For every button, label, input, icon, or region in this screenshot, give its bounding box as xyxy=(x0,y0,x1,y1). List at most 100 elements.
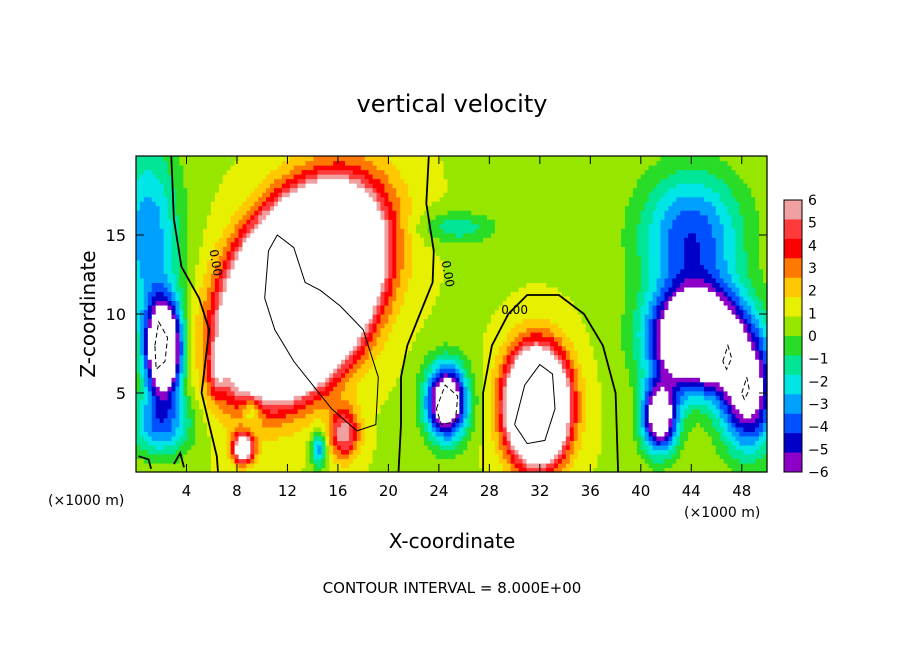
heatmap-cell xyxy=(305,192,311,198)
heatmap-cell xyxy=(238,174,244,180)
heatmap-cell xyxy=(139,341,145,347)
heatmap-cell xyxy=(352,458,358,464)
heatmap-cell xyxy=(238,363,244,369)
heatmap-cell xyxy=(246,268,251,274)
heatmap-cell xyxy=(325,264,330,270)
heatmap-cell xyxy=(226,431,232,437)
heatmap-cell xyxy=(333,309,338,315)
heatmap-cell xyxy=(179,196,184,202)
heatmap-cell xyxy=(364,187,370,193)
heatmap-cell xyxy=(214,304,220,311)
heatmap-cell xyxy=(163,404,169,410)
heatmap-cell xyxy=(206,372,212,378)
heatmap-cell xyxy=(412,304,417,311)
heatmap-cell xyxy=(345,453,350,460)
heatmap-cell xyxy=(258,444,263,451)
heatmap-cell xyxy=(246,178,251,184)
heatmap-cell xyxy=(250,404,255,410)
heatmap-cell xyxy=(396,381,401,387)
heatmap-cell xyxy=(143,277,149,283)
heatmap-cell xyxy=(151,417,157,423)
heatmap-cell xyxy=(289,210,295,216)
heatmap-cell xyxy=(396,368,401,374)
heatmap-cell xyxy=(297,291,303,297)
heatmap-cell xyxy=(309,458,315,464)
heatmap-cell xyxy=(214,422,220,428)
heatmap-cell xyxy=(408,309,413,315)
heatmap-cell xyxy=(171,422,177,428)
heatmap-cell xyxy=(317,165,322,171)
heatmap-cell xyxy=(191,295,196,302)
heatmap-cell xyxy=(159,426,165,432)
heatmap-cell xyxy=(376,169,382,175)
heatmap-cell xyxy=(214,449,220,455)
heatmap-cell xyxy=(309,453,315,460)
heatmap-cell xyxy=(218,268,224,274)
heatmap-cell xyxy=(341,205,346,211)
heatmap-cell xyxy=(408,156,413,162)
heatmap-cell xyxy=(222,237,228,243)
heatmap-cell xyxy=(277,318,283,324)
heatmap-cell xyxy=(289,228,295,234)
heatmap-cell xyxy=(388,467,393,473)
heatmap-cell xyxy=(151,246,157,252)
heatmap-cell xyxy=(258,381,263,387)
heatmap-cell xyxy=(372,192,378,198)
heatmap-cell xyxy=(199,174,204,180)
heatmap-cell xyxy=(258,404,263,410)
heatmap-cell xyxy=(289,264,295,270)
heatmap-cell xyxy=(317,350,322,356)
heatmap-cell xyxy=(384,336,389,342)
heatmap-cell xyxy=(352,304,358,311)
heatmap-cell xyxy=(230,165,236,171)
heatmap-cell xyxy=(199,241,204,247)
heatmap-cell xyxy=(360,156,366,162)
heatmap-cell xyxy=(317,332,322,338)
heatmap-cell xyxy=(329,354,334,360)
heatmap-cell xyxy=(242,314,248,320)
heatmap-cell xyxy=(341,187,346,193)
heatmap-cell xyxy=(297,453,303,460)
heatmap-cell xyxy=(376,300,382,306)
heatmap-cell xyxy=(293,183,299,189)
heatmap-cell xyxy=(210,386,216,392)
heatmap-cell xyxy=(262,341,267,347)
heatmap-cell xyxy=(199,341,204,347)
heatmap-cell xyxy=(345,408,350,414)
heatmap-cell xyxy=(210,214,216,220)
heatmap-cell xyxy=(337,408,342,414)
heatmap-cell xyxy=(139,277,145,283)
heatmap-cell xyxy=(226,359,232,365)
heatmap-cell xyxy=(372,178,378,184)
heatmap-cell xyxy=(175,336,180,342)
heatmap-cell xyxy=(309,178,315,184)
heatmap-cell xyxy=(364,268,370,274)
heatmap-cell xyxy=(333,350,338,356)
heatmap-cell xyxy=(234,413,240,419)
heatmap-cell xyxy=(305,178,311,184)
heatmap-cell xyxy=(179,187,184,193)
heatmap-cell xyxy=(301,300,307,306)
heatmap-cell xyxy=(352,386,358,392)
heatmap-cell xyxy=(400,390,405,396)
heatmap-cell xyxy=(297,295,303,302)
heatmap-cell xyxy=(333,431,338,437)
heatmap-cell xyxy=(226,160,232,166)
heatmap-cell xyxy=(416,408,421,414)
heatmap-cell xyxy=(262,390,267,396)
heatmap-cell xyxy=(274,178,279,184)
heatmap-cell xyxy=(301,160,307,166)
heatmap-cell xyxy=(136,332,141,338)
heatmap-cell xyxy=(380,196,386,202)
heatmap-cell xyxy=(139,165,145,171)
heatmap-cell xyxy=(195,300,200,306)
heatmap-cell xyxy=(262,449,267,455)
heatmap-cell xyxy=(281,264,287,270)
heatmap-cell xyxy=(364,160,370,166)
heatmap-cell xyxy=(159,196,165,202)
heatmap-cell xyxy=(274,354,279,360)
heatmap-cell xyxy=(136,426,141,432)
heatmap-cell xyxy=(400,214,405,220)
heatmap-cell xyxy=(341,359,346,365)
heatmap-cell xyxy=(203,291,208,297)
